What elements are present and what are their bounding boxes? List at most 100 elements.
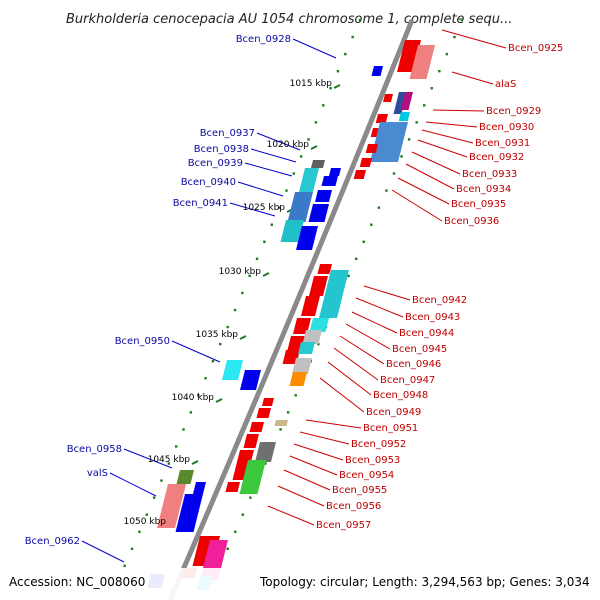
right-leader-line <box>333 347 379 381</box>
reverse-gene-arrow <box>365 144 378 153</box>
reverse-gene-arrow <box>232 450 254 480</box>
right-leader-line <box>305 419 362 429</box>
gene-block <box>274 420 288 426</box>
kbp-tick-mark <box>215 398 223 403</box>
right-gene-label: Bcen_0951 <box>363 423 418 434</box>
inner-tick-dot <box>347 274 350 278</box>
map-title: Burkholderia cenocepacia AU 1054 chromos… <box>66 12 512 27</box>
inner-tick-dot <box>286 411 290 414</box>
right-leader-line <box>277 485 325 507</box>
reverse-gene-arrow <box>301 296 320 316</box>
reverse-gene-arrow <box>317 264 332 274</box>
gene-block <box>157 484 186 528</box>
gene-block <box>309 318 329 332</box>
inner-tick-dot <box>354 257 358 261</box>
outer-tick-dot <box>277 206 281 209</box>
outer-tick-dot <box>233 308 237 312</box>
gene-block <box>289 372 307 386</box>
right-leader-line <box>319 377 365 413</box>
inner-tick-dot <box>407 138 411 141</box>
left-leader-line <box>171 340 221 363</box>
right-gene-label: Bcen_0952 <box>351 439 406 450</box>
gene-block <box>409 45 435 79</box>
right-leader-line <box>351 311 398 334</box>
right-leader-line <box>411 151 461 175</box>
gene-block <box>311 160 325 168</box>
outer-tick-dot <box>138 530 141 533</box>
gene-block <box>298 168 319 194</box>
inner-tick-dot <box>370 223 373 226</box>
left-gene-label: Bcen_0940 <box>181 177 236 188</box>
inner-tick-dot <box>294 394 297 397</box>
inner-tick-dot <box>453 35 456 39</box>
right-leader-line <box>451 71 494 85</box>
inner-tick-dot <box>438 69 441 73</box>
left-leader-line <box>250 148 297 163</box>
accession-text: Accession: NC_008060 <box>9 575 145 589</box>
outer-tick-dot <box>160 479 163 482</box>
left-gene-label: Bcen_0937 <box>200 128 255 139</box>
inner-tick-dot <box>226 547 229 551</box>
right-gene-label: alaS <box>495 79 516 90</box>
outer-tick-dot <box>145 513 148 516</box>
kbp-tick-label: 1030 kbp <box>219 267 262 277</box>
inner-tick-dot <box>264 462 267 465</box>
kbp-tick-mark <box>262 272 270 277</box>
reverse-gene-arrow <box>249 422 264 432</box>
gene-block <box>280 220 304 242</box>
kbp-tick-label: 1020 kbp <box>267 140 310 150</box>
right-leader-line <box>293 443 344 461</box>
forward-gene-arrow <box>308 204 329 222</box>
forward-gene-arrow <box>329 168 341 176</box>
right-gene-label: Bcen_0935 <box>451 199 506 210</box>
inner-tick-dot <box>377 206 381 209</box>
right-gene-label: Bcen_0957 <box>316 520 371 531</box>
right-gene-label: Bcen_0943 <box>405 312 460 323</box>
forward-gene-arrow <box>240 370 261 390</box>
reverse-gene-arrow <box>353 170 367 179</box>
inner-tick-dot <box>241 513 244 516</box>
forward-gene-arrow <box>321 176 338 186</box>
right-gene-label: Bcen_0944 <box>399 328 454 339</box>
gene-block <box>222 360 243 380</box>
right-gene-label: Bcen_0945 <box>392 344 447 355</box>
gene-block <box>370 122 408 162</box>
right-leader-line <box>421 129 474 144</box>
right-leader-line <box>339 335 385 365</box>
right-leader-line <box>299 431 350 445</box>
right-gene-label: Bcen_0955 <box>332 485 387 496</box>
right-gene-label: Bcen_0956 <box>326 501 381 512</box>
forward-gene-arrow <box>175 494 203 532</box>
right-gene-label: Bcen_0929 <box>486 106 541 117</box>
right-leader-line <box>432 109 485 112</box>
left-gene-label: Bcen_0939 <box>188 158 243 169</box>
right-gene-label: Bcen_0925 <box>508 43 563 54</box>
left-leader-line <box>123 448 173 469</box>
outer-tick-dot <box>255 257 259 261</box>
kbp-tick-label: 1040 kbp <box>172 393 215 403</box>
outer-tick-dot <box>336 69 340 73</box>
gene-block <box>292 358 312 374</box>
right-gene-label: Bcen_0946 <box>386 359 441 370</box>
kbp-tick-mark <box>333 84 341 89</box>
outer-tick-dot <box>241 291 244 295</box>
outer-tick-dot <box>123 564 126 568</box>
right-leader-line <box>425 121 478 128</box>
outer-tick-dot <box>314 121 318 124</box>
right-leader-line <box>441 29 507 49</box>
gene-block <box>398 112 411 121</box>
forward-gene-arrow <box>371 66 383 76</box>
left-leader-line <box>292 38 337 59</box>
left-gene-label: valS <box>87 468 108 479</box>
outer-tick-dot <box>152 496 156 499</box>
inner-tick-dot <box>249 496 252 499</box>
right-leader-line <box>405 163 455 190</box>
right-leader-line <box>397 177 450 205</box>
right-gene-label: Bcen_0948 <box>373 390 428 401</box>
right-gene-label: Bcen_0932 <box>469 152 524 163</box>
outer-tick-dot <box>130 547 134 551</box>
left-leader-line <box>229 202 276 217</box>
outer-tick-dot <box>226 325 229 329</box>
kbp-tick-mark <box>239 335 247 340</box>
outer-tick-dot <box>263 240 266 243</box>
